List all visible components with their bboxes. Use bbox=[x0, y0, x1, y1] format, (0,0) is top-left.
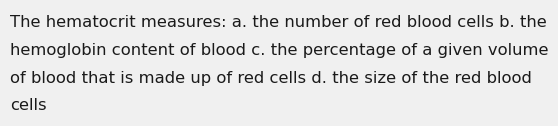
Text: The hematocrit measures: a. the number of red blood cells b. the: The hematocrit measures: a. the number o… bbox=[10, 15, 547, 30]
Text: cells: cells bbox=[10, 98, 47, 113]
Text: hemoglobin content of blood c. the percentage of a given volume: hemoglobin content of blood c. the perce… bbox=[10, 43, 549, 58]
Text: of blood that is made up of red cells d. the size of the red blood: of blood that is made up of red cells d.… bbox=[10, 71, 532, 86]
